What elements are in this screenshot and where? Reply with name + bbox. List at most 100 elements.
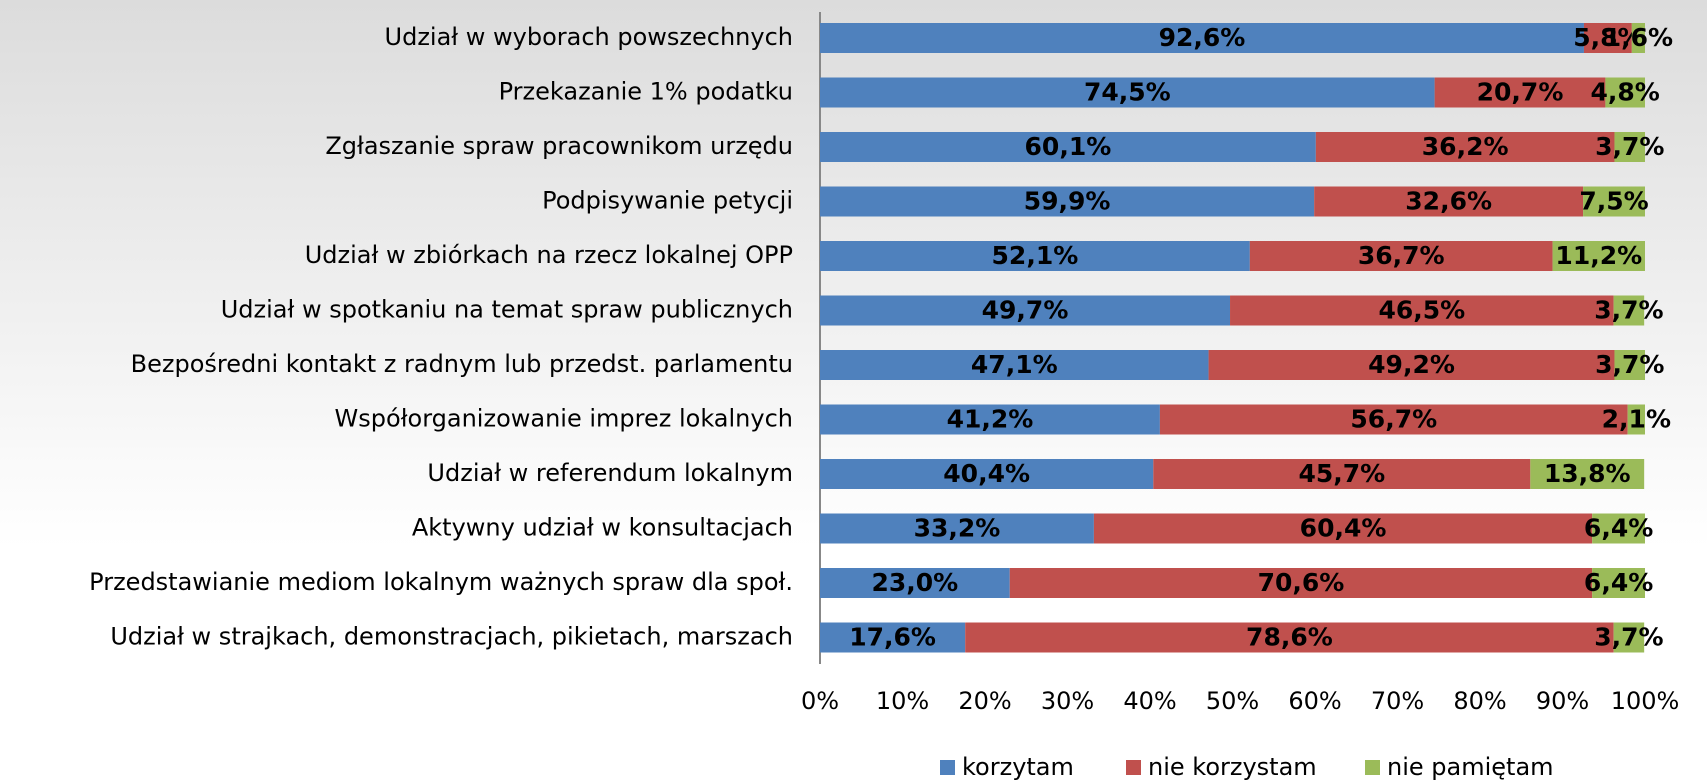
- bar-segment: [1613, 295, 1645, 326]
- bar-segment: [820, 350, 1209, 380]
- category-label: Przedstawianie mediom lokalnym ważnych s…: [89, 568, 793, 596]
- value-label: 56,7%: [1350, 405, 1437, 434]
- legend-swatch: [940, 760, 955, 775]
- value-label: 40,4%: [943, 459, 1030, 488]
- bar-segment: [1093, 513, 1593, 544]
- bar-segment: [965, 622, 1614, 653]
- bar-segment: [1592, 513, 1645, 544]
- value-label: 5,8%: [1573, 23, 1642, 52]
- category-label: Przekazanie 1% podatku: [499, 78, 793, 106]
- value-label: 74,5%: [1084, 78, 1171, 107]
- category-label: Udział w strajkach, demonstracjach, piki…: [110, 623, 793, 651]
- value-label: 78,6%: [1246, 623, 1333, 652]
- bar-segment: [820, 513, 1094, 544]
- bar-segment: [820, 23, 1584, 53]
- value-label: 36,2%: [1422, 132, 1509, 161]
- value-label: 4,8%: [1591, 78, 1660, 107]
- value-label: 92,6%: [1159, 23, 1246, 52]
- legend-swatch: [1126, 760, 1141, 775]
- x-tick-label: 70%: [1371, 687, 1424, 715]
- value-label: 6,4%: [1584, 568, 1653, 597]
- bar-segment: [1315, 132, 1615, 162]
- value-label: 2,1%: [1602, 405, 1671, 434]
- bar-segment: [820, 568, 1010, 598]
- x-tick-label: 10%: [876, 687, 929, 715]
- bar-segment: [1627, 404, 1645, 435]
- value-label: 1,6%: [1604, 23, 1673, 52]
- category-label: Udział w wyborach powszechnych: [385, 23, 793, 51]
- value-label: 3,7%: [1595, 132, 1664, 161]
- bar-segment: [1614, 350, 1645, 380]
- bar-segment: [1009, 568, 1593, 598]
- value-label: 3,7%: [1594, 296, 1663, 325]
- value-label: 36,7%: [1358, 241, 1445, 270]
- bar-segment: [1208, 350, 1615, 380]
- value-label: 20,7%: [1477, 78, 1564, 107]
- value-label: 32,6%: [1405, 187, 1492, 216]
- bar-segment: [820, 186, 1315, 217]
- bar-segment: [1631, 23, 1645, 53]
- value-label: 47,1%: [971, 350, 1058, 379]
- x-tick-label: 0%: [801, 687, 839, 715]
- value-label: 23,0%: [872, 568, 959, 597]
- bar-segment: [820, 295, 1231, 326]
- bar-segment: [820, 404, 1160, 435]
- x-tick-label: 20%: [958, 687, 1011, 715]
- category-label: Udział w spotkaniu na temat spraw public…: [221, 296, 793, 324]
- category-label: Bezpośredni kontakt z radnym lub przedst…: [131, 350, 793, 378]
- value-label: 33,2%: [914, 514, 1001, 543]
- value-label: 49,2%: [1368, 350, 1455, 379]
- category-label: Aktywny udział w konsultacjach: [412, 514, 793, 542]
- bar-segment: [820, 77, 1435, 108]
- bar-segment: [1613, 622, 1645, 653]
- value-label: 60,4%: [1300, 514, 1387, 543]
- x-tick-label: 50%: [1206, 687, 1259, 715]
- value-label: 49,7%: [982, 296, 1069, 325]
- bar-segment: [1583, 23, 1632, 53]
- x-tick-label: 80%: [1453, 687, 1506, 715]
- value-label: 3,7%: [1594, 623, 1663, 652]
- value-label: 7,5%: [1579, 187, 1648, 216]
- bar-segment: [1530, 459, 1645, 489]
- bar-segment: [1153, 459, 1531, 489]
- value-label: 41,2%: [947, 405, 1034, 434]
- bar-segment: [1230, 295, 1614, 326]
- category-label: Udział w referendum lokalnym: [427, 459, 793, 487]
- category-label: Podpisywanie petycji: [542, 187, 793, 215]
- value-label: 6,4%: [1584, 514, 1653, 543]
- bar-segment: [1605, 77, 1645, 108]
- bar-segment: [1434, 77, 1606, 108]
- value-label: 17,6%: [849, 623, 936, 652]
- x-tick-label: 100%: [1611, 687, 1680, 715]
- value-label: 45,7%: [1298, 459, 1385, 488]
- value-label: 11,2%: [1555, 241, 1642, 270]
- bar-segment: [1314, 186, 1584, 217]
- x-tick-label: 30%: [1041, 687, 1094, 715]
- bar-segment: [820, 459, 1154, 489]
- legend-swatch: [1365, 760, 1380, 775]
- bar-segment: [820, 241, 1250, 271]
- value-label: 13,8%: [1544, 459, 1631, 488]
- bar-segment: [1592, 568, 1645, 598]
- category-label: Zgłaszanie spraw pracownikom urzędu: [325, 132, 793, 160]
- value-label: 70,6%: [1258, 568, 1345, 597]
- bar-segment: [1552, 241, 1645, 271]
- value-label: 59,9%: [1024, 187, 1111, 216]
- bar-segment: [820, 132, 1316, 162]
- value-label: 46,5%: [1378, 296, 1465, 325]
- x-tick-label: 60%: [1288, 687, 1341, 715]
- bar-segment: [1159, 404, 1628, 435]
- category-label: Udział w zbiórkach na rzecz lokalnej OPP: [305, 241, 793, 269]
- legend-label: korzytam: [962, 753, 1074, 781]
- x-tick-label: 40%: [1123, 687, 1176, 715]
- bar-segment: [820, 622, 966, 653]
- x-tick-label: 90%: [1536, 687, 1589, 715]
- value-label: 3,7%: [1595, 350, 1664, 379]
- bar-segment: [1249, 241, 1553, 271]
- bar-segment: [1614, 132, 1645, 162]
- value-label: 52,1%: [992, 241, 1079, 270]
- legend-label: nie korzystam: [1148, 753, 1317, 781]
- category-label: Współorganizowanie imprez lokalnych: [335, 405, 793, 433]
- legend-label: nie pamiętam: [1387, 753, 1554, 781]
